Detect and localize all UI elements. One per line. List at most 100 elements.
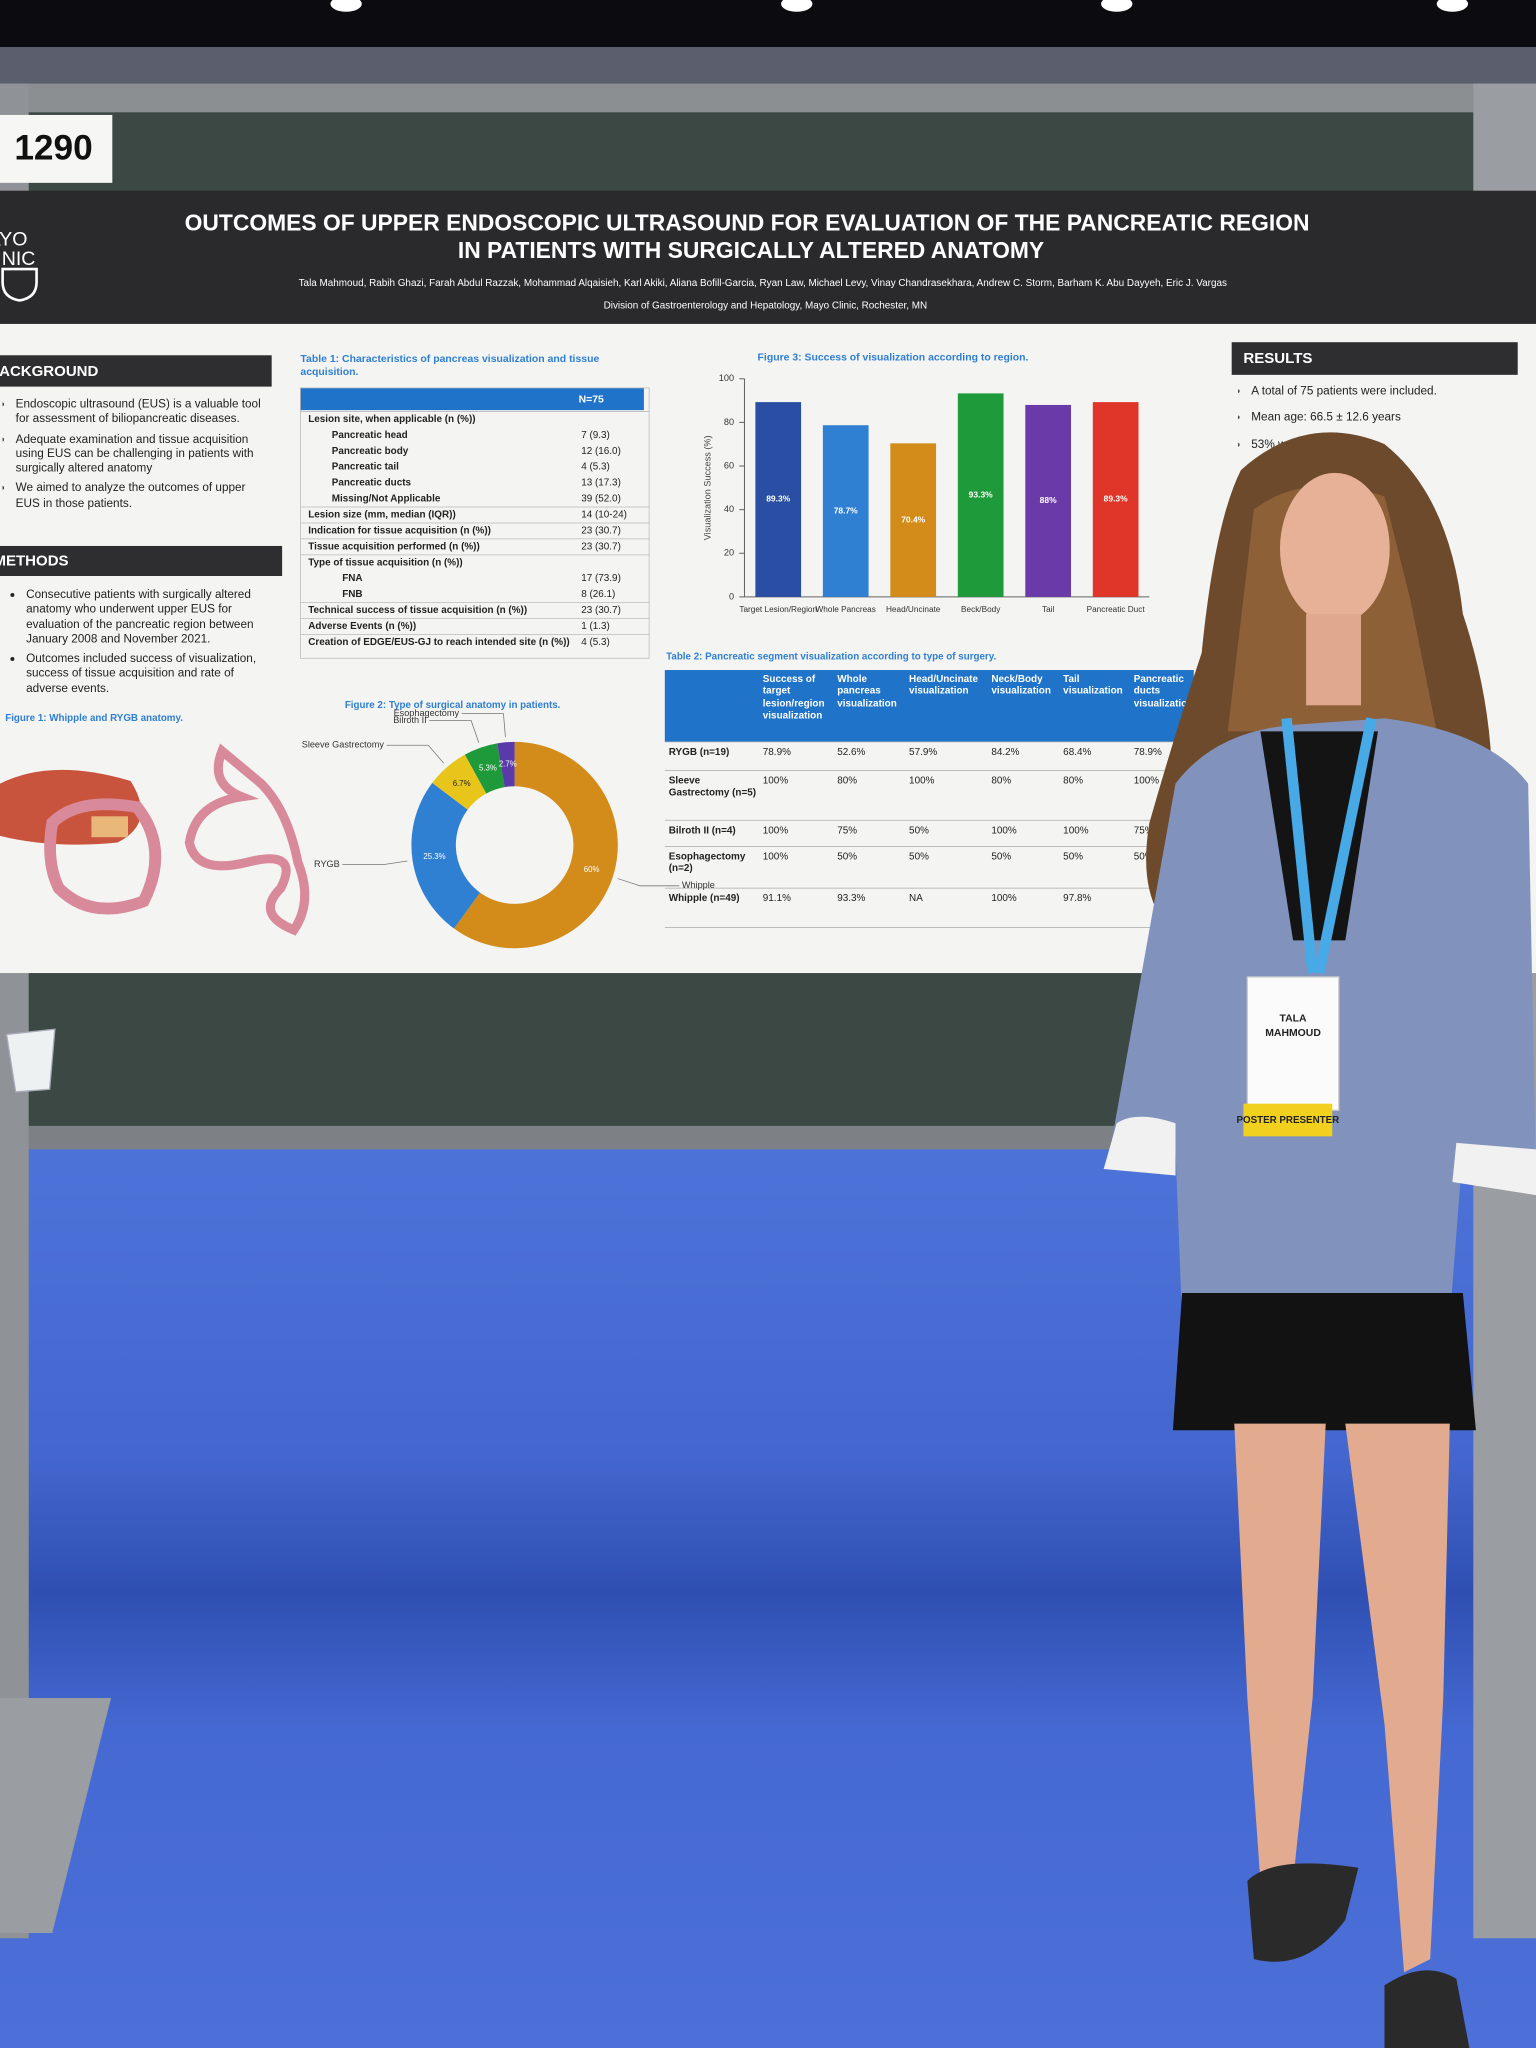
table-cell: 4 (5.3) bbox=[581, 462, 610, 473]
table-cell-box: 50% bbox=[909, 850, 929, 863]
table-title-box: Table 2: Pancreatic segment visualizatio… bbox=[666, 650, 996, 662]
table-cell: FNB bbox=[342, 589, 362, 600]
table-cell: 23 (30.7) bbox=[581, 605, 621, 616]
table-cell-box: 50% bbox=[837, 850, 858, 863]
chart-title: Figure 3: Success of visualization accor… bbox=[758, 353, 1029, 364]
bar bbox=[1092, 402, 1139, 597]
table-cell: Pancreatic ducts bbox=[332, 478, 412, 489]
table-cell-box: 100% bbox=[909, 775, 934, 787]
section-bar bbox=[0, 355, 272, 387]
table-cell: 7 (9.3) bbox=[581, 430, 610, 441]
table-cell-box: 78.9% bbox=[1133, 745, 1162, 758]
bar-value-label: 89.3% bbox=[766, 494, 790, 504]
table-cell: 100% bbox=[762, 774, 789, 787]
anatomy-illustration bbox=[0, 743, 310, 936]
table-cell: 78.9% bbox=[1133, 745, 1162, 758]
bar-value-label: 93.3% bbox=[969, 489, 993, 499]
table-column-header: Success of target lesion/region visualiz… bbox=[762, 672, 825, 722]
chart-title: Figure 2: Type of surgical anatomy in pa… bbox=[345, 700, 561, 711]
donut-category-label: Whipple bbox=[682, 880, 715, 890]
table-cell-box: 93.3% bbox=[837, 892, 865, 904]
table-cell: 50% bbox=[837, 850, 858, 863]
table-cell: 50% bbox=[909, 850, 929, 863]
table-cell: Type of tissue acquisition (n (%)) bbox=[308, 557, 462, 568]
person bbox=[1103, 432, 1536, 2048]
table-cell: 57.9% bbox=[909, 745, 938, 758]
section-heading: RESULTS bbox=[1243, 350, 1312, 367]
donut-segment bbox=[453, 741, 618, 949]
table-column-header: Whole pancreas visualization bbox=[837, 672, 897, 710]
donut-value-label: 25.3% bbox=[423, 852, 445, 861]
table-column-header-box: Pancreatic ducts visualization bbox=[1134, 673, 1194, 710]
table-cell-box: 80% bbox=[991, 775, 1011, 787]
table-row-label-box: RYGB (n=19) bbox=[669, 746, 730, 758]
table-cell-box: 50% bbox=[991, 850, 1011, 862]
table-cell: 17 (73.9) bbox=[581, 573, 621, 584]
bar bbox=[822, 425, 869, 597]
badge-name: MAHMOUD bbox=[1265, 1028, 1321, 1039]
cup bbox=[5, 1028, 56, 1093]
table-cell: Technical success of tissue acquisition … bbox=[308, 605, 527, 616]
bullet-list: Endoscopic ultrasound (EUS) is a valuabl… bbox=[3, 397, 271, 510]
donut-category-label: Esophagectomy bbox=[394, 708, 460, 718]
table-cell: 91.1% bbox=[762, 892, 791, 904]
table-cell: 84.2% bbox=[991, 745, 1020, 758]
table-row-label-box: Whipple (n=49) bbox=[668, 892, 740, 904]
table-title-box: Table 1: Characteristics of pancreas vis… bbox=[300, 352, 600, 378]
table-cell: 100% bbox=[991, 824, 1017, 836]
leader-line bbox=[461, 713, 506, 738]
x-tick-label: Target Lesion/Region bbox=[739, 605, 817, 614]
table-cell-box: 100% bbox=[1133, 774, 1160, 787]
table-cell: 12 (16.0) bbox=[581, 446, 621, 457]
bullets: Consecutive patients with surgically alt… bbox=[13, 588, 274, 696]
donut-segment bbox=[432, 754, 487, 810]
logo-shield bbox=[1, 267, 38, 302]
table-header bbox=[300, 387, 644, 411]
poster-affiliation: Division of Gastroenterology and Hepatol… bbox=[604, 300, 928, 311]
table-cell: 75% bbox=[837, 824, 858, 836]
bullet: A total of 75 patients were included. bbox=[1251, 384, 1519, 399]
table-cell: Tissue acquisition performed (n (%)) bbox=[308, 541, 480, 552]
table-cell: 100% bbox=[1133, 774, 1160, 787]
table-column-header-box: Success of target lesion/region visualiz… bbox=[762, 672, 825, 722]
table-header bbox=[664, 670, 1194, 742]
table-cell: Missing/Not Applicable bbox=[332, 494, 441, 505]
donut-segment bbox=[464, 743, 505, 794]
donut-segment bbox=[411, 782, 481, 929]
bullet: We aimed to analyze the outcomes of uppe… bbox=[16, 481, 271, 510]
section-bar bbox=[1231, 342, 1518, 375]
frame-top bbox=[0, 83, 1536, 115]
bullet: Adequate examination and tissue acquisit… bbox=[16, 432, 271, 476]
table-row-label: Bilroth II (n=4) bbox=[668, 824, 736, 836]
methods-text: Consecutive patients with surgically alt… bbox=[3, 588, 275, 712]
badge-name: TALA bbox=[1280, 1014, 1308, 1025]
table-column-header-box: Tail visualization bbox=[1063, 673, 1123, 697]
table-cell-box: 100% bbox=[1063, 824, 1089, 836]
x-tick-label: Whole Pancreas bbox=[816, 605, 876, 614]
table-cell: 14 (10-24) bbox=[581, 509, 627, 520]
table-title: Table 1: Characteristics of pancreas vis… bbox=[300, 352, 600, 378]
table-cell: 100% bbox=[1063, 824, 1089, 836]
table-cell: 1 (1.3) bbox=[581, 621, 610, 632]
table-cell: 80% bbox=[1063, 774, 1084, 787]
table-row-label: Whipple (n=49) bbox=[668, 892, 740, 904]
donut-segment bbox=[497, 741, 515, 788]
frame-bottom bbox=[0, 1125, 1150, 1150]
table-cell-box: 52.6% bbox=[837, 746, 865, 758]
leader-line bbox=[386, 744, 444, 764]
table-cell: 4 (5.3) bbox=[581, 637, 610, 648]
y-tick-label: 80 bbox=[724, 417, 734, 427]
y-axis-label: Visualization Success (%) bbox=[702, 435, 712, 540]
bullets: A total of 75 patients were included. Me… bbox=[1238, 384, 1519, 452]
table-cell: 100% bbox=[762, 824, 789, 836]
x-tick-label: Head/Uncinate bbox=[886, 605, 941, 614]
table-cell-box: 50% bbox=[1063, 850, 1083, 862]
ceiling bbox=[0, 0, 1536, 53]
table-cell-box: 68.4% bbox=[1063, 746, 1091, 758]
section-heading: BACKGROUND bbox=[0, 363, 99, 380]
leader-line bbox=[342, 860, 408, 865]
table-cell: 39 (52.0) bbox=[581, 494, 621, 505]
table-cell-box: 78.9% bbox=[763, 746, 791, 758]
donut-category-label: Sleeve Gastrectomy bbox=[302, 740, 385, 750]
